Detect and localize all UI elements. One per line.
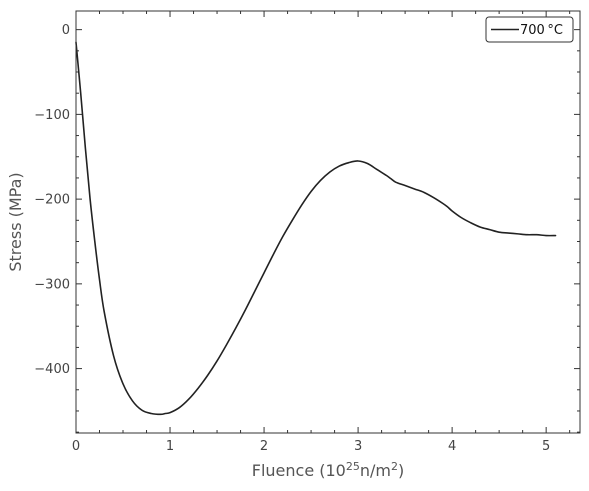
tick-labels: 0 1 2 3 4 5 0 −100 −200 −300 −400 [34,23,550,454]
x-tick-label: 4 [448,439,456,454]
series-line-700c [75,41,557,416]
y-axis-title: Stress (MPa) [6,172,25,271]
y-tick-label: −400 [34,362,70,377]
x-axis-title: Fluence (1025n/m2) [252,460,404,480]
y-tick-label: −200 [34,193,70,208]
axis-ticks [75,11,580,433]
x-tick-label: 2 [260,439,268,454]
legend-label-700c: 700 °C [520,23,563,38]
x-tick-label: 5 [542,439,550,454]
y-tick-label: −300 [34,277,70,292]
legend: 700 °C [485,16,574,43]
y-tick-label: −100 [34,108,70,123]
legend-box [485,16,574,43]
plot-frame [75,10,581,434]
x-tick-label: 1 [166,439,174,454]
y-tick-label: 0 [62,23,70,38]
x-tick-label: 3 [354,439,362,454]
x-tick-label: 0 [72,439,80,454]
